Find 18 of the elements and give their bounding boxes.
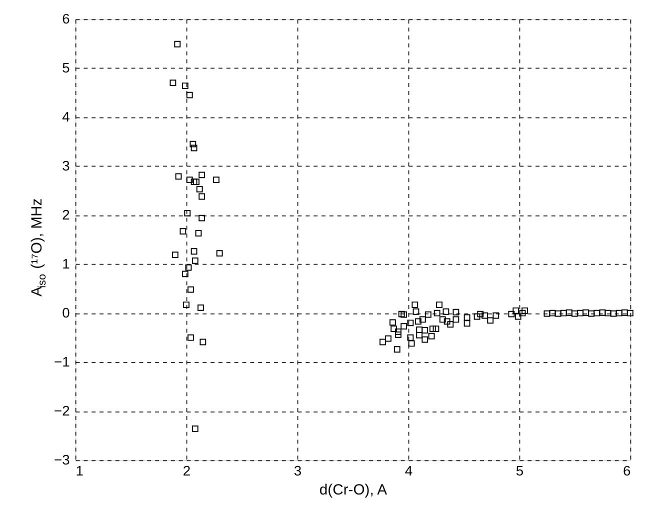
x-tick-label: 3 <box>294 462 302 478</box>
y-tick-label: −3 <box>54 452 70 468</box>
y-tick-label: 5 <box>62 60 70 76</box>
x-tick-label: 6 <box>622 462 631 478</box>
y-axis-title: Aiso(¹⁷O), MHz <box>30 198 49 297</box>
y-tick-label: 6 <box>62 10 70 27</box>
x-tick-label: 4 <box>404 462 413 478</box>
y-tick-label: 0 <box>62 304 70 321</box>
y-tick-label: 1 <box>62 256 70 272</box>
y-tick-label: 2 <box>62 206 70 223</box>
y-tick-label: 3 <box>62 158 70 174</box>
y-tick-label: −1 <box>54 354 70 370</box>
x-tick-label: 1 <box>76 462 84 478</box>
y-tick-label: −2 <box>54 402 70 419</box>
x-axis-title: d(Cr-O), A <box>319 482 388 498</box>
x-tick-label: 5 <box>516 462 524 478</box>
y-tick-label: 4 <box>62 108 70 125</box>
x-tick-label: 2 <box>182 462 191 478</box>
